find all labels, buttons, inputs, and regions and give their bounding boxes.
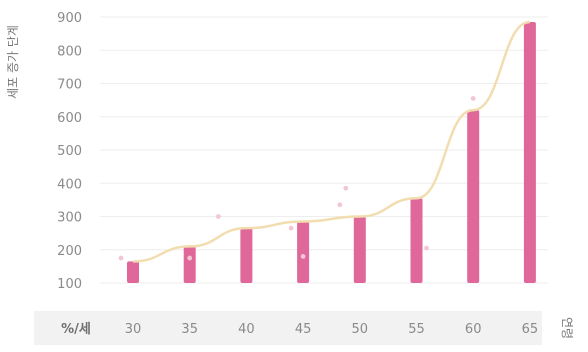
scatter-point	[288, 225, 294, 231]
x-tick-label: 55	[408, 322, 425, 337]
bar	[127, 261, 139, 283]
bar	[297, 221, 310, 283]
scatter-point	[187, 255, 193, 261]
x-tick-label: 30	[125, 322, 142, 337]
bar	[240, 228, 253, 283]
trend-line-series	[132, 20, 531, 263]
bar	[467, 110, 480, 283]
y-axis-title: 세포 증가 단계	[6, 25, 20, 99]
scatter-series	[118, 96, 476, 261]
scatter-point	[337, 202, 343, 208]
scatter-point	[424, 245, 429, 251]
y-tick-label: 400	[57, 177, 82, 192]
gridlines	[100, 16, 548, 284]
scatter-point	[216, 214, 221, 219]
y-tick-label: 500	[57, 144, 82, 159]
bar	[410, 198, 423, 283]
y-tick-label: 300	[57, 211, 82, 226]
x-axis-title: 연령	[560, 317, 574, 339]
bar-series	[127, 21, 536, 284]
y-tick-label: 700	[57, 78, 82, 93]
scatter-point	[343, 185, 349, 191]
scatter-point	[470, 96, 476, 101]
x-axis-header: %/세	[61, 322, 91, 337]
y-tick-label: 800	[57, 44, 82, 59]
bar	[183, 246, 196, 283]
x-axis: 30 35 40 45 50 55 60 65	[125, 322, 538, 337]
y-tick-label: 100	[57, 277, 82, 292]
x-tick-label: 45	[295, 322, 312, 337]
y-tick-label: 600	[57, 111, 82, 126]
x-tick-label: 50	[352, 322, 369, 337]
trend-line	[132, 20, 531, 263]
x-axis-band	[34, 311, 542, 345]
x-tick-label: 60	[465, 322, 482, 337]
y-axis: 100 200 300 400 500 600 700 800 900	[57, 11, 82, 292]
x-tick-label: 40	[238, 322, 255, 337]
y-tick-label: 900	[57, 11, 82, 26]
bar	[353, 216, 366, 283]
scatter-point	[118, 255, 124, 261]
scatter-point	[300, 254, 306, 259]
bar	[523, 21, 536, 284]
x-tick-label: 65	[522, 322, 539, 337]
y-tick-label: 200	[57, 244, 82, 259]
x-tick-label: 35	[181, 322, 198, 337]
